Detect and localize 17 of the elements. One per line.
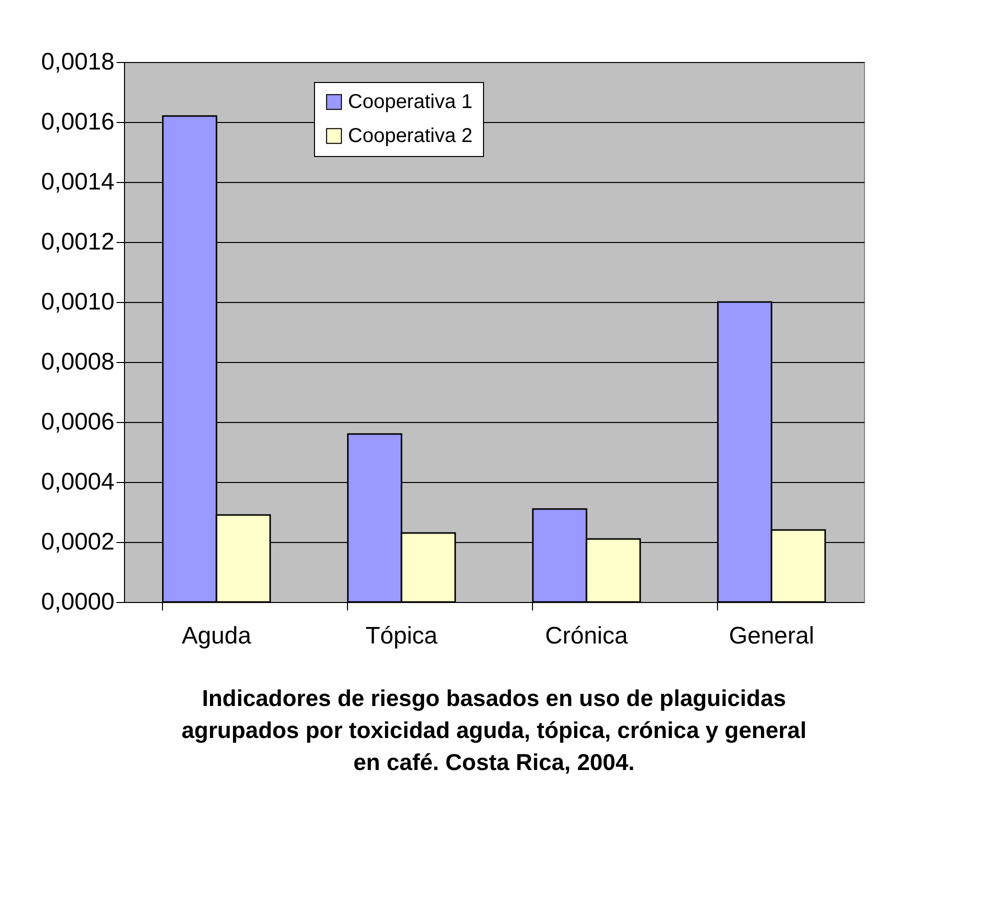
y-tick-label: 0,0008 bbox=[41, 348, 114, 376]
legend-label: Cooperativa 1 bbox=[348, 91, 473, 113]
x-tick-label: Crónica bbox=[545, 622, 628, 650]
text: Indicadores de riesgo basados en uso de plaguicidas agrupados por toxicidad aguda, tópica, crónica y general en café. Costa Rica, 2004. bbox=[182, 685, 806, 775]
y-tick-label: 0,0000 bbox=[41, 588, 114, 616]
y-tick-label: 0,0018 bbox=[41, 48, 114, 76]
y-tick-label: 0,0016 bbox=[41, 108, 114, 136]
y-tick-label: 0,0002 bbox=[41, 528, 114, 556]
x-tick-label: Aguda bbox=[182, 622, 252, 650]
y-tick-label: 0,0014 bbox=[41, 168, 114, 196]
legend-label: Cooperativa 2 bbox=[348, 125, 473, 147]
y-tick-label: 0,0006 bbox=[41, 408, 114, 436]
x-tick-label: Tópica bbox=[365, 622, 438, 650]
x-tick-label: General bbox=[728, 622, 814, 650]
y-tick-label: 0,0010 bbox=[41, 288, 114, 316]
y-tick-label: 0,0012 bbox=[41, 228, 114, 256]
y-tick-label: 0,0004 bbox=[41, 468, 114, 496]
